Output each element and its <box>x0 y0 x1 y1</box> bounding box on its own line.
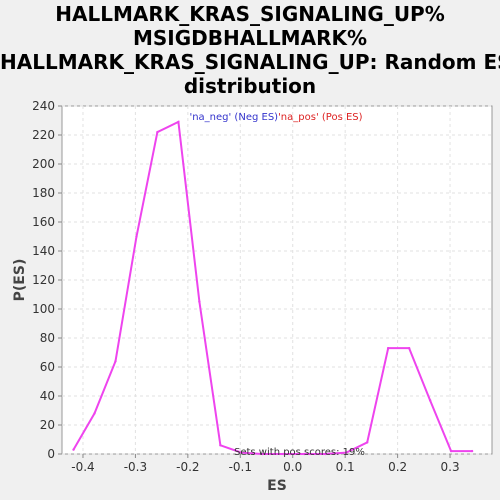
y-tick-label: 80 <box>40 331 55 345</box>
data-point <box>156 130 159 134</box>
data-point <box>282 452 285 456</box>
data-point <box>407 346 411 350</box>
data-point <box>365 441 369 444</box>
data-point <box>198 300 201 303</box>
x-tick-label: 0.0 <box>283 460 302 474</box>
y-tick-label: 60 <box>40 360 55 374</box>
annotation: Sets with pos scores: 19% <box>234 447 365 458</box>
data-point <box>177 120 180 124</box>
chart-title-line: HALLMARK_KRAS_SIGNALING_UP: Random ES <box>0 50 500 74</box>
series-group <box>72 120 474 456</box>
legend: 'na_neg' (Neg ES)'na_pos' (Pos ES) <box>189 112 362 123</box>
x-tick-label: -0.1 <box>229 460 252 474</box>
x-axis-label: ES <box>267 478 287 494</box>
y-tick-label: 0 <box>47 447 55 461</box>
series-line <box>72 120 473 455</box>
chart-title-line: distribution <box>183 74 317 98</box>
y-tick-label: 200 <box>32 157 55 171</box>
x-tick-label: 0.3 <box>441 460 460 474</box>
plot-area <box>61 105 493 455</box>
y-axis: 0 20 40 60 80 100 120 140 160 180 200 220 240 <box>32 99 62 461</box>
y-tick-label: 100 <box>32 302 55 316</box>
data-point <box>428 399 432 402</box>
x-tick-label: -0.3 <box>124 460 147 474</box>
y-tick-label: 40 <box>40 389 55 403</box>
data-point <box>93 412 96 415</box>
data-point <box>135 235 138 238</box>
data-point <box>240 451 243 454</box>
y-axis-label: P(ES) <box>12 259 28 302</box>
data-point <box>386 346 390 350</box>
legend-text: 'na_neg' (Neg ES)'na_pos' (Pos ES) <box>189 112 362 123</box>
y-tick-label: 140 <box>32 244 55 258</box>
y-tick-label: 160 <box>32 215 55 229</box>
legend-entry: 'na_pos' (Pos ES) <box>278 112 363 123</box>
data-point <box>303 452 306 456</box>
x-tick-label: -0.2 <box>176 460 199 474</box>
x-tick-label: -0.4 <box>71 460 94 474</box>
data-point <box>345 451 348 454</box>
chart-title-line: HALLMARK_KRAS_SIGNALING_UP% <box>55 2 445 26</box>
y-tick-label: 20 <box>40 418 55 432</box>
data-point <box>324 452 327 456</box>
data-point <box>72 448 75 451</box>
legend-entry: 'na_neg' (Neg ES) <box>189 112 278 123</box>
data-point <box>114 360 117 363</box>
y-tick-label: 180 <box>32 186 55 200</box>
data-point <box>219 444 222 447</box>
data-point <box>470 449 474 453</box>
chart-title-line: MSIGDBHALLMARK% <box>132 26 368 50</box>
y-tick-label: 220 <box>32 128 55 142</box>
data-point <box>261 452 264 456</box>
grid <box>62 105 492 455</box>
y-tick-label: 120 <box>32 273 55 287</box>
x-tick-label: 0.1 <box>336 460 355 474</box>
x-tick-label: 0.2 <box>388 460 407 474</box>
y-tick-label: 240 <box>32 99 55 113</box>
x-axis: -0.4 -0.3 -0.2 -0.1 0.0 0.1 0.2 0.3 <box>71 454 460 474</box>
chart-title: HALLMARK_KRAS_SIGNALING_UP% MSIGDBHALLMAR… <box>0 2 500 98</box>
data-point <box>449 449 453 453</box>
